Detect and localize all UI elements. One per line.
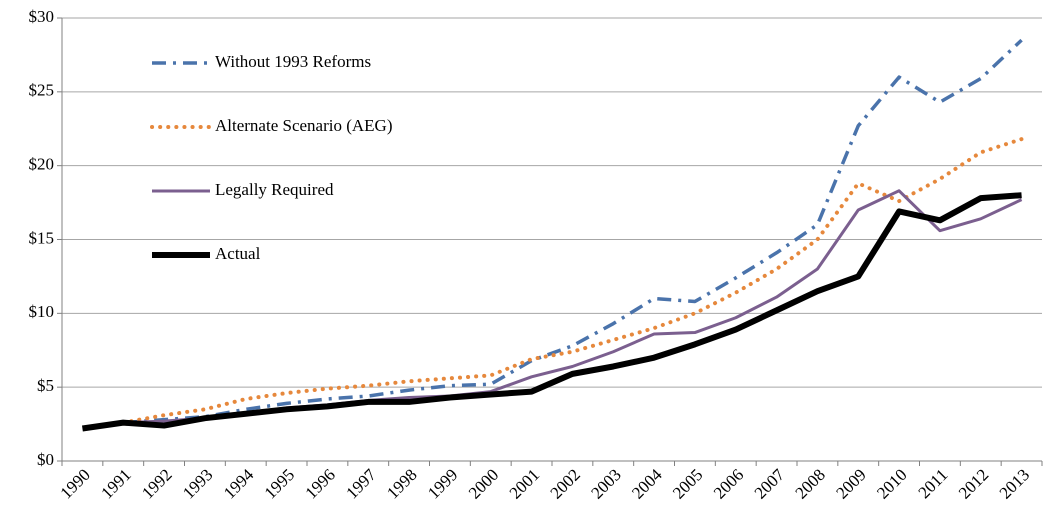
x-tick-label: 2000 bbox=[465, 465, 502, 502]
x-tick-label: 2002 bbox=[547, 465, 584, 502]
y-tick-label: $0 bbox=[37, 450, 54, 469]
x-tick-label: 2010 bbox=[873, 465, 910, 502]
x-tick-label: 2008 bbox=[792, 465, 829, 502]
x-tick-label: 1990 bbox=[57, 465, 94, 502]
x-tick-label: 2006 bbox=[710, 465, 747, 502]
x-tick-label: 1999 bbox=[424, 465, 461, 502]
y-tick-label: $15 bbox=[29, 228, 55, 247]
legend-label: Legally Required bbox=[215, 180, 334, 199]
x-tick-label: 2005 bbox=[669, 465, 706, 502]
y-tick-label: $5 bbox=[37, 376, 54, 395]
series-line bbox=[121, 137, 1024, 425]
y-tick-label: $25 bbox=[29, 81, 55, 100]
x-tick-label: 1998 bbox=[383, 465, 420, 502]
x-tick-label: 1997 bbox=[342, 465, 380, 503]
x-tick-label: 1992 bbox=[138, 465, 175, 502]
x-tick-label: 2004 bbox=[628, 465, 666, 503]
x-tick-label: 1996 bbox=[302, 465, 339, 502]
x-tick-label: 1995 bbox=[261, 465, 298, 502]
legend-label: Actual bbox=[215, 244, 261, 263]
y-tick-label: $10 bbox=[29, 302, 55, 321]
x-tick-label: 2007 bbox=[751, 465, 789, 503]
y-tick-label: $30 bbox=[29, 7, 55, 26]
x-tick-label: 2001 bbox=[506, 465, 543, 502]
y-tick-label: $20 bbox=[29, 155, 55, 174]
x-tick-label: 2013 bbox=[996, 465, 1033, 502]
x-tick-label: 1993 bbox=[179, 465, 216, 502]
series-line bbox=[123, 38, 1023, 425]
x-tick-label: 2012 bbox=[955, 465, 992, 502]
x-tick-label: 2009 bbox=[832, 465, 869, 502]
x-tick-label: 1994 bbox=[220, 465, 258, 503]
legend-label: Alternate Scenario (AEG) bbox=[215, 116, 392, 135]
series-line bbox=[81, 192, 1022, 432]
x-tick-label: 2011 bbox=[914, 465, 951, 502]
x-tick-label: 2003 bbox=[587, 465, 624, 502]
x-tick-label: 1991 bbox=[97, 465, 134, 502]
legend-label: Without 1993 Reforms bbox=[215, 52, 371, 71]
